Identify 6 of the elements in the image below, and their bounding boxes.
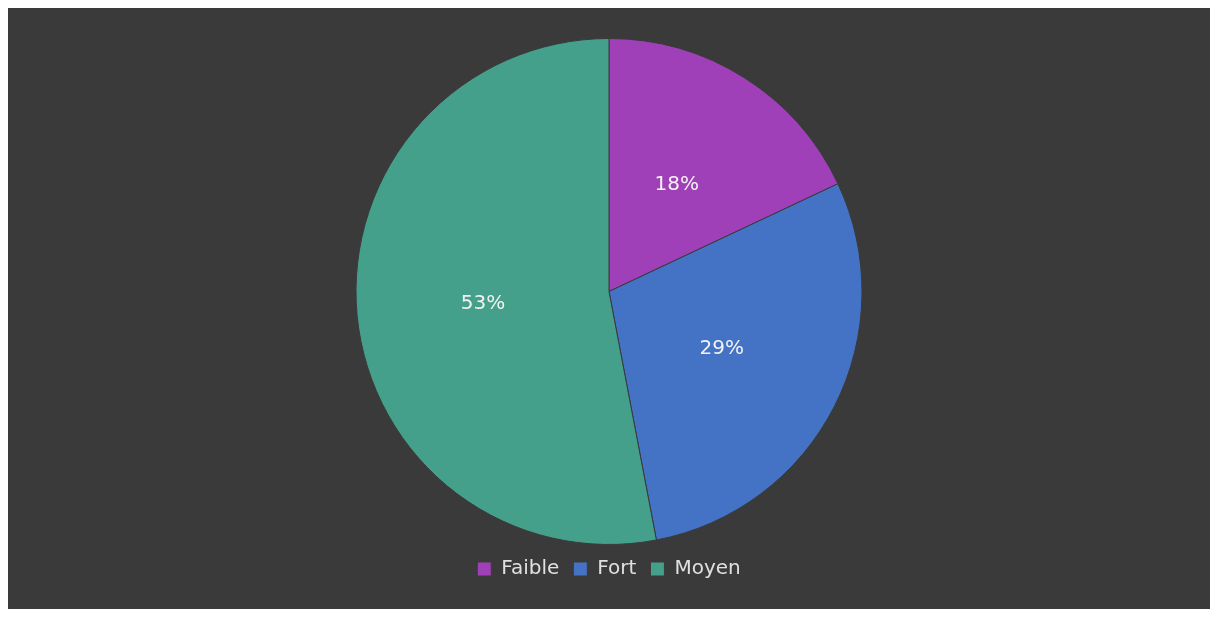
legend-label: Moyen <box>674 555 741 580</box>
legend-label: Fort <box>597 555 637 580</box>
data-label: 53% <box>460 289 506 314</box>
data-label: 29% <box>699 335 744 360</box>
data-label: 18% <box>654 170 700 195</box>
legend-label: Faible <box>501 555 560 580</box>
